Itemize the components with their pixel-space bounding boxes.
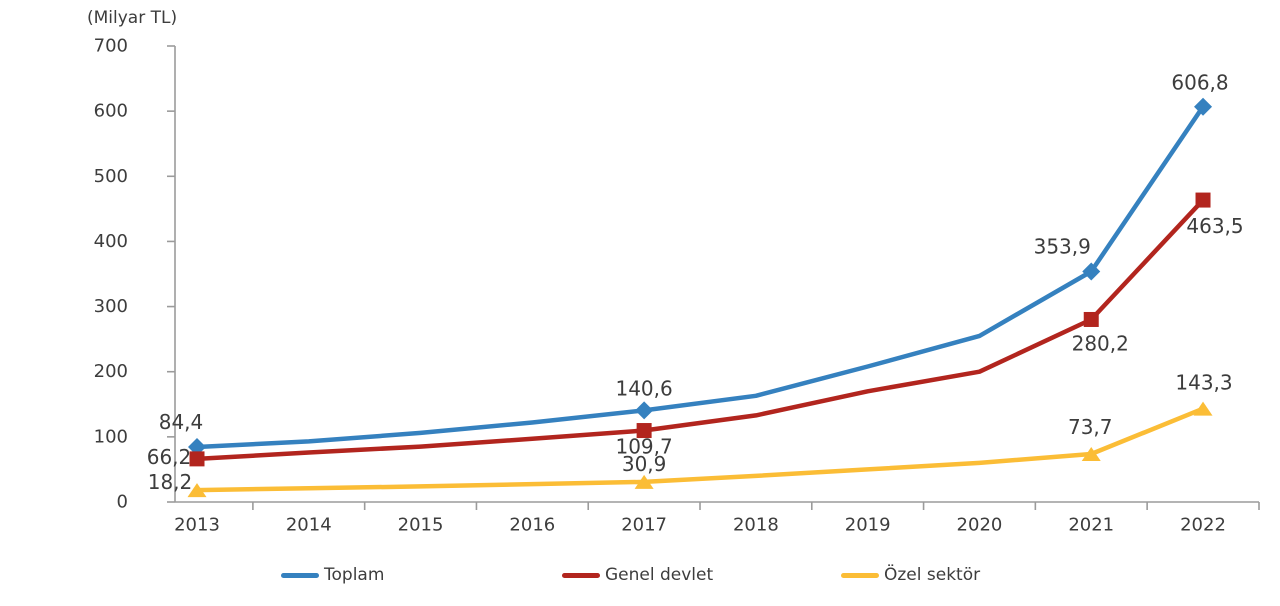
chart-unit-label: (Milyar TL) (87, 8, 178, 28)
x-tick-label: 2015 (398, 515, 444, 536)
diamond-marker-toplam (1082, 262, 1101, 281)
y-tick-label: 700 (94, 36, 128, 57)
point-label-genel-devlet: 280,2 (1072, 331, 1129, 355)
square-marker-genel-devlet (636, 423, 652, 439)
y-tick-label: 200 (94, 361, 128, 382)
x-tick-label: 2013 (174, 515, 220, 536)
legend-label-ozel-sektor: Özel sektör (884, 565, 981, 585)
square-marker-genel-devlet (1195, 192, 1211, 208)
square-marker-genel-devlet (189, 451, 205, 467)
legend-line-swatch-genel-devlet (562, 572, 600, 578)
point-label-ozel-sektor: 143,3 (1175, 371, 1232, 395)
y-tick-label: 300 (94, 296, 128, 317)
triangle-marker-ozel-sektor (187, 483, 207, 498)
legend-item-toplam: Toplam (281, 565, 384, 585)
point-label-ozel-sektor: 18,2 (148, 470, 193, 494)
x-tick-label: 2020 (957, 515, 1003, 536)
legend-label-toplam: Toplam (324, 565, 385, 585)
x-tick-label: 2021 (1068, 515, 1114, 536)
series-line-ozel-sektor (194, 406, 1206, 493)
point-label-genel-devlet: 66,2 (147, 445, 192, 469)
legend-line-swatch-toplam (281, 572, 319, 578)
point-label-toplam: 84,4 (159, 410, 204, 434)
x-tick-label: 2014 (286, 515, 332, 536)
legend-line-swatch-ozel-sektor (841, 572, 879, 578)
x-tick-label: 2017 (621, 515, 667, 536)
legend-item-ozel-sektor: Özel sektör (841, 565, 980, 585)
legend-item-genel-devlet: Genel devlet (562, 565, 713, 585)
point-label-genel-devlet: 463,5 (1186, 214, 1243, 238)
x-tick-label: 2018 (733, 515, 779, 536)
square-marker-genel-devlet (1083, 311, 1099, 327)
triangle-marker-ozel-sektor (634, 474, 654, 489)
point-label-toplam: 140,6 (615, 376, 672, 400)
y-tick-label: 600 (94, 101, 128, 122)
point-label-ozel-sektor: 30,9 (622, 452, 667, 476)
diamond-marker-toplam (1194, 97, 1213, 116)
series-line-genel-devlet (194, 197, 1206, 462)
triangle-marker-ozel-sektor (1081, 446, 1101, 461)
y-tick-label: 500 (94, 166, 128, 187)
point-label-ozel-sektor: 73,7 (1068, 415, 1113, 439)
series-line-toplam (194, 104, 1206, 450)
point-label-toplam: 606,8 (1171, 71, 1228, 95)
y-tick-label: 0 (117, 492, 128, 513)
point-label-toplam: 353,9 (1034, 234, 1091, 258)
triangle-marker-ozel-sektor (1193, 401, 1213, 416)
x-tick-label: 2022 (1180, 515, 1226, 536)
x-tick-label: 2016 (509, 515, 555, 536)
diamond-marker-toplam (635, 401, 654, 420)
x-tick-label: 2019 (845, 515, 891, 536)
point-label-genel-devlet: 109,7 (615, 435, 672, 459)
y-tick-label: 100 (94, 426, 128, 447)
y-tick-label: 400 (94, 231, 128, 252)
legend-label-genel-devlet: Genel devlet (605, 565, 714, 585)
